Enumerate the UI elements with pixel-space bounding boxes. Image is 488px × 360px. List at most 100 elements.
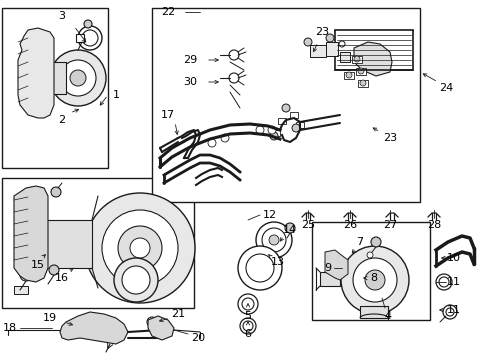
- Bar: [339, 52, 349, 62]
- Bar: [355, 68, 365, 75]
- Circle shape: [445, 308, 453, 316]
- Text: 1: 1: [112, 90, 119, 100]
- Circle shape: [238, 246, 282, 290]
- Bar: [343, 72, 353, 79]
- Circle shape: [49, 265, 59, 275]
- Bar: [152, 8, 419, 202]
- Circle shape: [325, 34, 333, 42]
- Circle shape: [285, 223, 294, 233]
- Circle shape: [221, 134, 228, 142]
- Text: 28: 28: [426, 220, 440, 230]
- Circle shape: [338, 41, 345, 47]
- Bar: [325, 42, 337, 56]
- Bar: [334, 30, 412, 70]
- Circle shape: [262, 228, 285, 252]
- Circle shape: [102, 210, 178, 286]
- Bar: [271, 130, 280, 136]
- Circle shape: [442, 305, 456, 319]
- Text: 16: 16: [55, 273, 69, 283]
- Bar: [278, 118, 285, 124]
- Circle shape: [73, 322, 83, 332]
- Circle shape: [60, 60, 96, 96]
- Text: 8: 8: [370, 273, 377, 283]
- Circle shape: [268, 235, 279, 245]
- Circle shape: [353, 56, 359, 62]
- Bar: [295, 122, 304, 128]
- Polygon shape: [18, 28, 54, 118]
- Circle shape: [438, 277, 448, 287]
- Bar: [311, 222, 429, 320]
- Circle shape: [370, 237, 380, 247]
- Bar: [2, 8, 108, 168]
- Text: 20: 20: [190, 333, 204, 343]
- Circle shape: [82, 30, 98, 46]
- Circle shape: [366, 252, 372, 258]
- Bar: [14, 286, 28, 294]
- Circle shape: [256, 126, 264, 134]
- Circle shape: [122, 266, 150, 294]
- Text: 13: 13: [270, 257, 285, 267]
- Text: 21: 21: [171, 309, 184, 319]
- Circle shape: [267, 126, 275, 134]
- Polygon shape: [148, 316, 174, 340]
- Text: 7: 7: [356, 237, 363, 247]
- Circle shape: [78, 26, 102, 50]
- Circle shape: [114, 258, 158, 302]
- Text: 11: 11: [446, 305, 460, 315]
- Text: 19: 19: [43, 313, 57, 323]
- Bar: [46, 220, 92, 268]
- Text: 22: 22: [161, 7, 175, 17]
- Polygon shape: [60, 312, 128, 344]
- Circle shape: [228, 50, 239, 60]
- Circle shape: [118, 226, 162, 270]
- Circle shape: [84, 20, 92, 28]
- Text: 6: 6: [244, 329, 251, 339]
- Polygon shape: [325, 250, 347, 280]
- Circle shape: [242, 298, 253, 310]
- Text: 9: 9: [324, 263, 331, 273]
- Polygon shape: [14, 186, 48, 282]
- Circle shape: [85, 193, 195, 303]
- Text: 17: 17: [161, 110, 175, 120]
- Text: 15: 15: [31, 260, 45, 270]
- Text: 26: 26: [342, 220, 356, 230]
- Circle shape: [291, 124, 299, 132]
- Text: 3: 3: [59, 11, 65, 21]
- Circle shape: [20, 269, 32, 281]
- Circle shape: [245, 254, 273, 282]
- Circle shape: [207, 139, 216, 147]
- Text: 23: 23: [382, 133, 396, 143]
- Circle shape: [282, 104, 289, 112]
- Circle shape: [228, 73, 239, 83]
- Text: 11: 11: [446, 277, 460, 287]
- Bar: [351, 56, 361, 63]
- Circle shape: [352, 258, 396, 302]
- Text: 10: 10: [446, 253, 460, 263]
- Text: 29: 29: [183, 55, 197, 65]
- Circle shape: [357, 68, 363, 74]
- Text: 25: 25: [300, 220, 314, 230]
- Bar: [359, 306, 387, 318]
- Circle shape: [238, 294, 258, 314]
- Text: 4: 4: [384, 311, 391, 321]
- Circle shape: [147, 317, 157, 327]
- Bar: [2, 178, 194, 308]
- Text: 2: 2: [59, 115, 65, 125]
- Circle shape: [364, 270, 384, 290]
- Circle shape: [240, 318, 256, 334]
- Text: 14: 14: [283, 225, 296, 235]
- Bar: [48, 62, 66, 94]
- Circle shape: [50, 50, 106, 106]
- Text: 18: 18: [3, 323, 17, 333]
- Circle shape: [243, 321, 252, 331]
- Circle shape: [269, 132, 278, 140]
- Bar: [289, 112, 297, 118]
- Text: 23: 23: [314, 27, 328, 37]
- Circle shape: [51, 187, 61, 197]
- Text: 24: 24: [438, 83, 452, 93]
- Circle shape: [346, 72, 351, 78]
- Polygon shape: [353, 42, 391, 76]
- Bar: [76, 34, 84, 42]
- Circle shape: [70, 70, 86, 86]
- Text: 5: 5: [244, 311, 251, 321]
